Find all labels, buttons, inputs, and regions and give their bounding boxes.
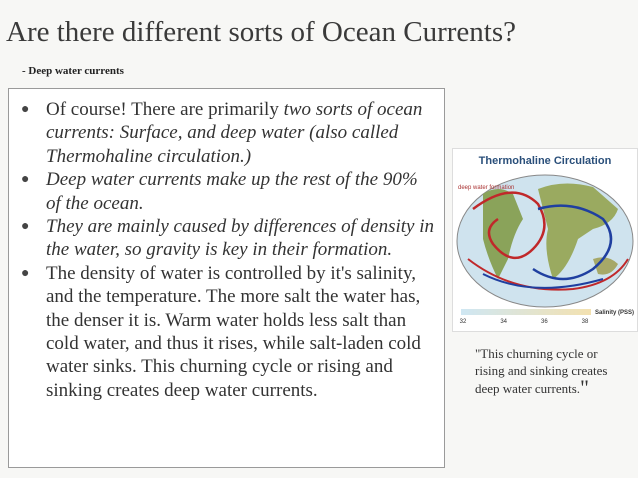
figure-title: Thermohaline Circulation: [479, 155, 612, 167]
map-label: deep water formation: [458, 185, 514, 191]
bullet: Of course! There are primarily two sorts…: [21, 98, 436, 168]
scale-bar: [461, 309, 591, 315]
scale-tick: 32: [460, 319, 467, 325]
caption: "This churning cycle or rising and sinki…: [475, 345, 615, 400]
scale-tick: 36: [541, 319, 548, 325]
slide-title: Are there different sorts of Ocean Curre…: [6, 16, 516, 48]
map: Thermohaline Circulation deep water form…: [456, 155, 634, 325]
bullet-text: The density of water is controlled by it…: [46, 262, 421, 401]
bullet: They are mainly caused by differences of…: [21, 215, 436, 262]
text-box: Of course! There are primarily two sorts…: [8, 88, 445, 468]
current: [472, 191, 546, 259]
bullet-text: They are mainly caused by differences of…: [46, 216, 434, 261]
scale-tick: 34: [500, 319, 507, 325]
bullet: The density of water is controlled by it…: [21, 262, 436, 402]
caption-text: "This churning cycle or rising and sinki…: [475, 346, 608, 396]
bullet-text: Deep water currents make up the rest of …: [46, 169, 418, 214]
caption-quote: ": [580, 375, 590, 400]
bullet-text: Of course! There are primarily: [46, 99, 284, 120]
map-figure: Thermohaline Circulation deep water form…: [452, 148, 638, 332]
current: [467, 258, 629, 291]
land: [483, 189, 523, 279]
scale-label: Salinity (PSS): [595, 310, 634, 316]
bullet: Deep water currents make up the rest of …: [21, 168, 436, 215]
current: [482, 273, 604, 289]
bullet-list: Of course! There are primarily two sorts…: [9, 89, 444, 402]
subtitle: - Deep water currents: [22, 65, 124, 77]
bullet-text: two sorts of ocean currents: Surface, an…: [46, 99, 423, 167]
current: [532, 204, 613, 281]
land: [538, 183, 618, 279]
scale-tick: 38: [582, 319, 589, 325]
